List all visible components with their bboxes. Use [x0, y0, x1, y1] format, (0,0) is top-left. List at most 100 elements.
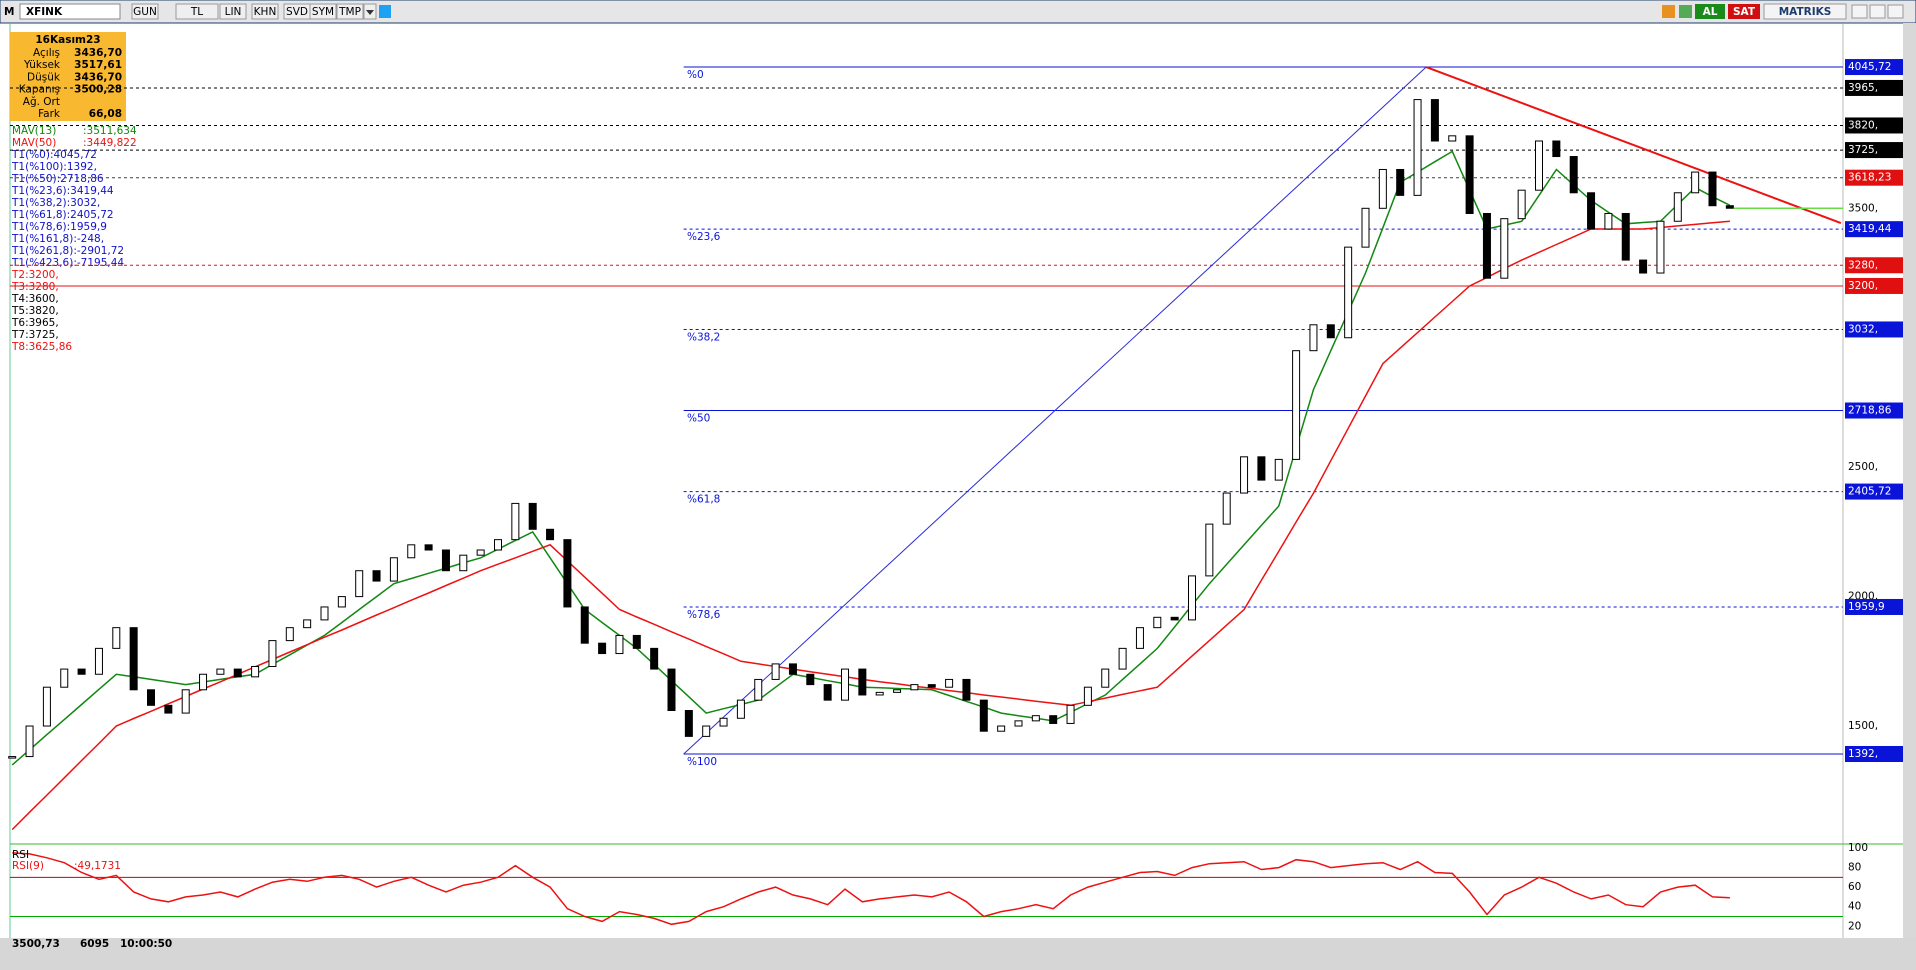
toolbar-button[interactable] [336, 3, 364, 20]
candle [355, 570, 364, 598]
info-label: Kapanış [19, 84, 60, 96]
candle [181, 689, 190, 714]
window-control[interactable] [1887, 4, 1904, 19]
candle [459, 554, 468, 572]
level-label: 1500, [1848, 720, 1878, 732]
twitter-icon[interactable] [379, 5, 391, 18]
candle [684, 709, 693, 737]
info-label: Düşük [27, 71, 61, 83]
rsi-label: RSI(9) [12, 860, 44, 872]
rsi-title: RSI [12, 849, 29, 861]
level-label: 3032, [1848, 323, 1878, 335]
candle [1240, 456, 1249, 494]
window-control[interactable] [1851, 4, 1868, 19]
candle [8, 756, 17, 759]
candle [1170, 616, 1179, 621]
level-label: 2718,86 [1848, 405, 1892, 417]
indicator-text: T1(%38,2):3032, [11, 197, 100, 209]
candle [251, 665, 260, 678]
level-label: 2500, [1848, 461, 1878, 473]
candle [719, 717, 728, 727]
toolbar-button[interactable] [309, 3, 337, 20]
rsi-tick-label: 60 [1848, 881, 1861, 893]
candle [424, 544, 433, 551]
candle [303, 619, 312, 629]
status-text: 6095 [80, 938, 109, 950]
rsi-value: :49,1731 [74, 860, 121, 872]
level-box [1845, 221, 1903, 238]
candle [910, 684, 919, 691]
candle [1205, 523, 1214, 577]
level-box [1845, 402, 1903, 419]
toolbar-button[interactable] [219, 3, 247, 20]
trendline [1425, 66, 1842, 224]
icon[interactable] [1662, 5, 1675, 18]
candle [1014, 720, 1023, 727]
level-box [1845, 257, 1903, 274]
level-label: 3419,44 [1848, 223, 1892, 235]
candle [528, 502, 537, 530]
candle [962, 678, 971, 701]
level-label: 3280, [1848, 259, 1878, 271]
indicator-text: T4:3600, [11, 293, 59, 305]
indicator-text: T1(%50):2718,86 [11, 173, 104, 185]
indicator-value: :3449,822 [83, 137, 137, 149]
buy-button[interactable] [1695, 4, 1725, 19]
info-label: Açılış [33, 47, 60, 59]
fib-label: %100 [687, 756, 717, 768]
candle [841, 668, 849, 701]
candle [199, 673, 208, 691]
level-label: 1959,9 [1848, 601, 1885, 613]
indicator-text: T1(%423,6):-7195,44 [11, 257, 124, 269]
info-value: 3500,28 [74, 84, 122, 96]
candle [1378, 168, 1387, 209]
indicator-text: MAV(13) [12, 125, 56, 137]
toolbar-button[interactable] [131, 3, 159, 20]
level-box [1845, 117, 1903, 134]
moving-average [11, 220, 1730, 831]
candle [1396, 168, 1405, 196]
indicator-text: T1(%23,6):3419,44 [11, 185, 114, 197]
candle [1188, 575, 1196, 621]
candle [1135, 627, 1144, 649]
candle [702, 725, 711, 737]
icon[interactable] [1679, 5, 1692, 18]
candle [337, 596, 346, 608]
sell-button[interactable] [1728, 4, 1760, 19]
rsi-line [12, 852, 1730, 926]
candle [667, 668, 676, 711]
fib-label: %0 [687, 69, 704, 81]
candle [1222, 492, 1231, 525]
candle [389, 557, 398, 582]
candle [112, 627, 121, 649]
candle [1517, 189, 1526, 220]
candle [1708, 171, 1717, 207]
fib-label: %23,6 [687, 231, 721, 243]
toolbar-button[interactable] [175, 3, 219, 20]
candle [1656, 220, 1665, 274]
candle [1413, 99, 1422, 196]
level-box [1845, 598, 1903, 615]
candle [563, 539, 572, 608]
level-box [1845, 79, 1903, 96]
sell-label: SAT [1733, 6, 1756, 18]
candle [1274, 458, 1283, 481]
symbol-field[interactable] [19, 3, 121, 20]
level-box [1845, 321, 1903, 338]
candle [823, 684, 832, 701]
info-label: Fark [38, 108, 61, 120]
level-label: 3725, [1848, 144, 1878, 156]
candle [1725, 205, 1734, 209]
window-control[interactable] [1869, 4, 1886, 19]
candle [268, 640, 277, 667]
candle [1552, 140, 1561, 158]
moving-average [11, 150, 1731, 766]
toolbar-button-label: TL [190, 6, 203, 18]
toolbar-button[interactable] [251, 3, 279, 20]
candle [147, 689, 155, 706]
status-bar [0, 938, 1916, 970]
candle [997, 725, 1006, 732]
candle [511, 502, 520, 541]
toolbar-button-label: TMP [338, 6, 361, 18]
